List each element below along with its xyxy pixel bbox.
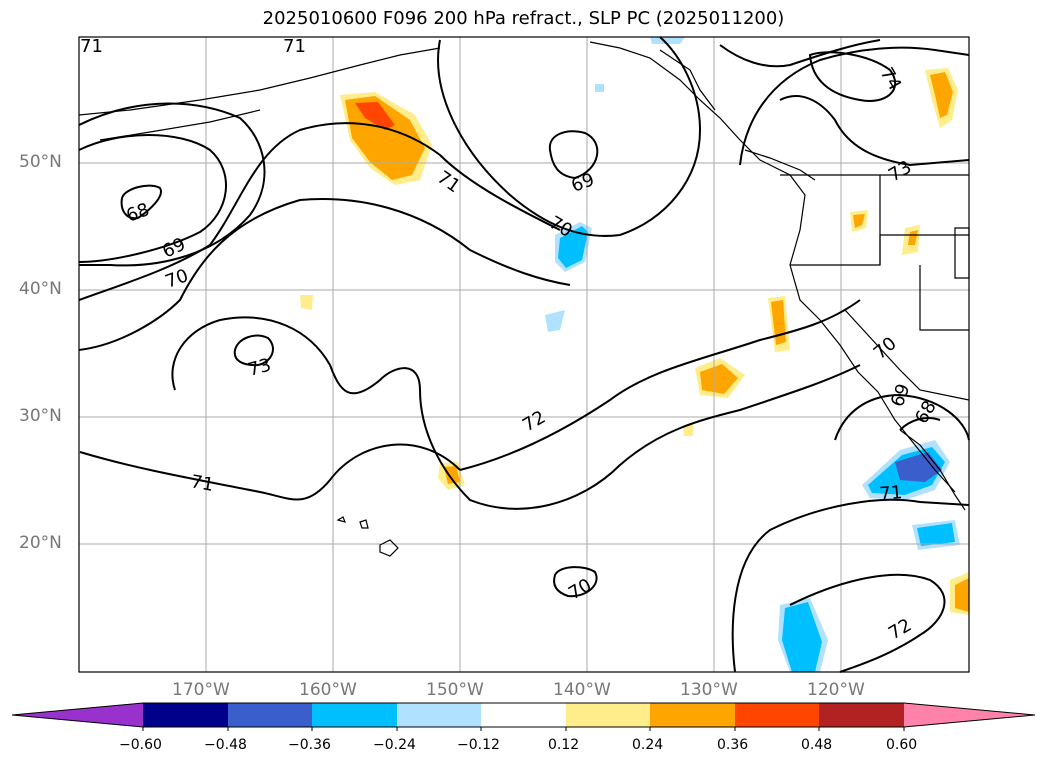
- map-title: 2025010600 F096 200 hPa refract., SLP PC…: [262, 8, 785, 29]
- colorbar-extend-min: [12, 703, 143, 727]
- colorbar-segment: [566, 703, 650, 727]
- colorbar-extend-max: [904, 703, 1035, 727]
- lon-label: 150°W: [426, 680, 484, 700]
- lat-label: 30°N: [19, 406, 62, 426]
- lon-label: 160°W: [299, 680, 357, 700]
- colorbar-tick-label: −0.12: [457, 737, 500, 753]
- colorbar-tick-label: −0.48: [204, 737, 247, 753]
- colorbar-tick-label: 0.60: [886, 737, 918, 753]
- colorbar-segment: [819, 703, 904, 727]
- colorbar-tick-label: −0.60: [119, 737, 162, 753]
- colorbar: [11, 702, 1036, 731]
- slp-contours: [78, 36, 970, 673]
- colorbar-tick-label: −0.36: [288, 737, 331, 753]
- colorbar-segment: [735, 703, 819, 727]
- contour-label: 71: [879, 482, 904, 505]
- lon-label: 170°W: [172, 680, 230, 700]
- lat-label: 40°N: [19, 279, 62, 299]
- lon-label: 140°W: [553, 680, 611, 700]
- contour-label: 71: [283, 36, 306, 57]
- lat-label: 20°N: [19, 533, 62, 553]
- colorbar-tick-label: 0.24: [632, 737, 664, 753]
- lon-label: 130°W: [680, 680, 738, 700]
- colorbar-tick-label: 0.48: [801, 737, 833, 753]
- colorbar-segment: [312, 703, 397, 727]
- colorbar-segment: [397, 703, 481, 727]
- lon-label: 120°W: [807, 680, 865, 700]
- contour-label: 71: [189, 471, 215, 496]
- colorbar-segment: [228, 703, 312, 727]
- coastlines: [78, 41, 970, 557]
- colorbar-segment: [481, 703, 566, 727]
- colorbar-segment: [143, 703, 228, 727]
- contour-label: 71: [80, 36, 103, 57]
- colorbar-tick-label: 0.36: [717, 737, 749, 753]
- colorbar-segment: [650, 703, 735, 727]
- lat-label: 50°N: [19, 152, 62, 172]
- colorbar-tick-label: −0.24: [373, 737, 416, 753]
- map-frame: [78, 36, 970, 673]
- graticule: [79, 37, 969, 672]
- anomaly-shading: [300, 37, 969, 672]
- colorbar-tick-label: 0.12: [548, 737, 580, 753]
